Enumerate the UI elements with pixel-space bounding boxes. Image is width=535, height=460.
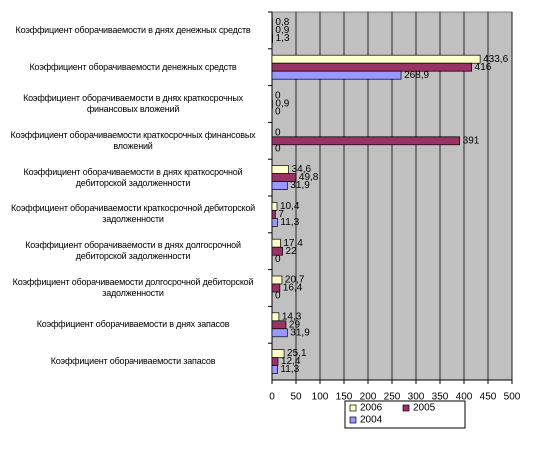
x-tick-label: 200 xyxy=(360,392,377,403)
data-label: 0 xyxy=(275,107,281,118)
bar xyxy=(271,357,279,366)
data-label: 0 xyxy=(275,254,281,265)
x-tick-label: 450 xyxy=(480,392,497,403)
data-label: 0 xyxy=(275,91,281,102)
bar xyxy=(271,218,278,227)
data-label: 29 xyxy=(289,319,301,330)
bar xyxy=(271,210,276,219)
x-tick-label: 350 xyxy=(432,392,449,403)
x-tick-label: 250 xyxy=(384,392,401,403)
legend-label: 2005 xyxy=(413,403,436,414)
y-tick-label: Коэффициент оборачиваемости в днях запас… xyxy=(36,319,230,330)
y-tick-label: Коэффициент оборачиваемости запасов xyxy=(50,356,216,367)
data-label: 31,9 xyxy=(290,180,310,191)
legend-swatch xyxy=(349,404,357,412)
legend-swatch xyxy=(349,416,357,424)
data-label: 20,7 xyxy=(285,275,305,286)
y-tick-label: Коэффициент оборачиваемости долгосрочной… xyxy=(12,277,254,298)
legend-swatch xyxy=(402,404,410,412)
bar xyxy=(271,365,278,374)
y-tick-label: Коэффициент оборачиваемости в днях кратк… xyxy=(23,166,243,188)
x-tick-label: 50 xyxy=(290,392,302,403)
data-label: 49,8 xyxy=(299,172,319,183)
bar xyxy=(271,238,281,248)
bar xyxy=(271,54,481,64)
x-tick-label: 500 xyxy=(504,392,521,403)
bar xyxy=(271,181,288,190)
bar xyxy=(271,70,402,80)
data-label: 0 xyxy=(275,143,281,154)
bar xyxy=(271,328,288,338)
data-label: 433,6 xyxy=(483,54,508,65)
data-label: 391 xyxy=(463,135,480,146)
data-label: 12,4 xyxy=(281,356,301,367)
y-tick-label: Коэффициент оборачиваемости в днях кратк… xyxy=(23,93,243,114)
data-label: 14,3 xyxy=(282,311,302,322)
y-tick-label: Коэффициент оборачиваемости в днях денеж… xyxy=(15,24,251,35)
data-label: 34,6 xyxy=(292,164,312,175)
data-label: 11,3 xyxy=(280,217,299,228)
bar xyxy=(271,275,283,285)
x-tick-label: 0 xyxy=(269,392,275,403)
data-label: 0 xyxy=(275,291,281,302)
legend-label: 2004 xyxy=(360,415,383,426)
data-label: 1,3 xyxy=(276,33,290,44)
data-label: 22 xyxy=(286,246,298,257)
bar xyxy=(271,283,281,293)
x-tick-label: 400 xyxy=(456,392,473,403)
y-tick-label: Коэффициент оборачиваемости денежных сре… xyxy=(29,61,237,72)
bar xyxy=(271,165,289,174)
bar xyxy=(271,320,287,330)
x-tick-label: 100 xyxy=(312,392,329,403)
data-label: 268,9 xyxy=(404,70,429,81)
x-tick-label: 300 xyxy=(408,392,425,403)
data-label: 0,8 xyxy=(275,17,289,28)
data-label: 0,9 xyxy=(275,25,289,36)
data-label: 0,9 xyxy=(275,99,289,110)
data-label: 17,4 xyxy=(283,238,303,249)
x-tick-label: 150 xyxy=(336,392,353,403)
bar xyxy=(271,34,273,43)
bar xyxy=(271,202,278,211)
data-label: 7 xyxy=(278,209,284,220)
data-label: 0 xyxy=(275,127,281,138)
y-tick-label: Коэффициент оборачиваемости краткосрочно… xyxy=(11,203,255,225)
bar xyxy=(271,136,461,146)
data-label: 16,4 xyxy=(283,283,303,294)
data-label: 416 xyxy=(475,62,492,73)
y-tick-label: Коэффициент оборачиваемости в днях долго… xyxy=(25,240,241,262)
bar xyxy=(271,62,473,72)
data-label: 10,4 xyxy=(280,201,300,212)
data-label: 31,9 xyxy=(290,327,310,338)
y-tick-label: Коэффициент оборачиваемости краткосрочны… xyxy=(10,129,256,151)
legend-label: 2006 xyxy=(360,403,383,414)
bar xyxy=(271,246,283,256)
data-label: 11,3 xyxy=(280,364,299,375)
data-label: 25,1 xyxy=(287,348,307,359)
bar xyxy=(271,312,280,322)
